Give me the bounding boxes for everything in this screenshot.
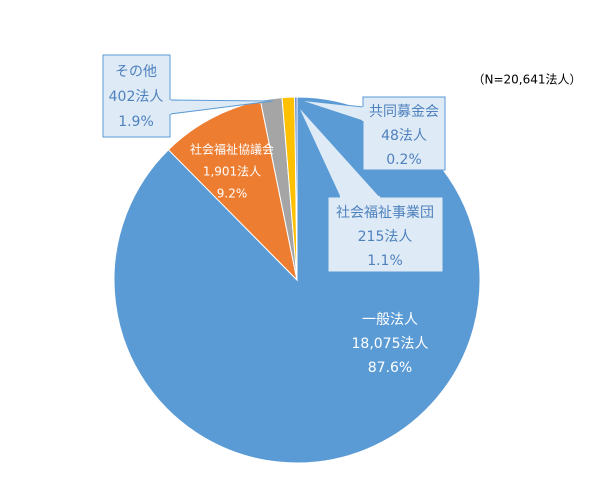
callout-box [327, 196, 444, 273]
count-label: 48法人 [381, 128, 427, 144]
category-label: 社会福祉事業団 [336, 205, 434, 221]
value-label: 1.1% [367, 253, 403, 269]
category-label: その他 [115, 64, 157, 80]
count-label: 215法人 [358, 229, 413, 245]
category-label: 社会福祉協議会 [190, 142, 274, 157]
pie-slice [294, 96, 298, 281]
note: （N=20,641法人） [472, 73, 581, 87]
count-label: 402法人 [109, 89, 164, 105]
callout-box [362, 96, 446, 171]
value-label: 1.9% [118, 114, 154, 130]
count-label: 1,901法人 [203, 165, 261, 179]
category-label: 一般法人 [362, 312, 418, 328]
count-label: 18,075法人 [352, 336, 429, 352]
category-label: 共同募金会 [369, 104, 439, 120]
callout-box [102, 54, 171, 138]
value-label: 0.2% [386, 152, 422, 168]
value-label: 9.2% [217, 187, 248, 201]
value-label: 87.6% [368, 360, 412, 376]
